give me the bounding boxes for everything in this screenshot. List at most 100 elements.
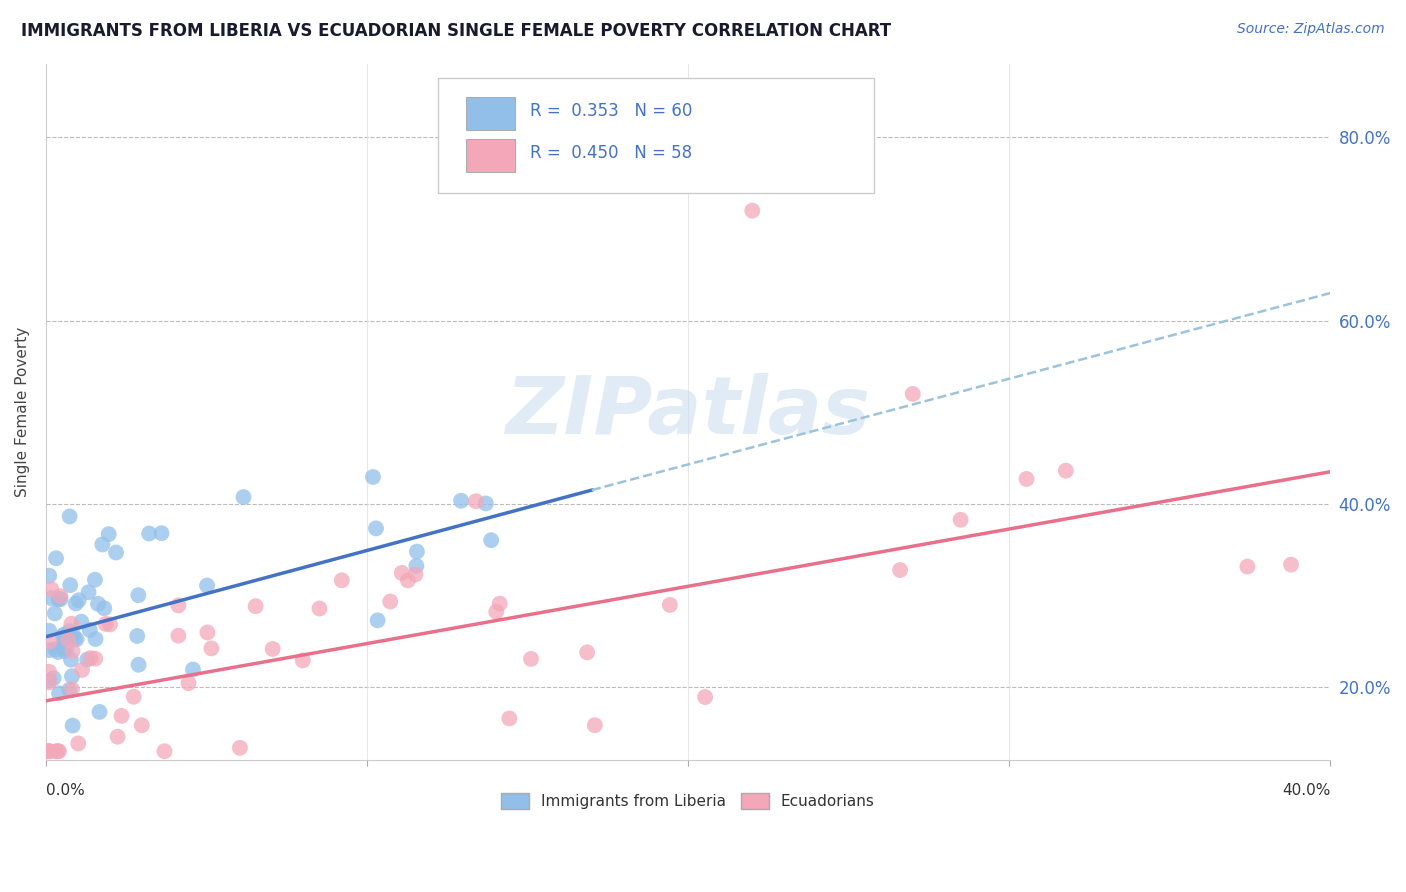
Point (405, 558, 427, 573)
Y-axis label: Single Female Poverty: Single Female Poverty (15, 327, 30, 498)
Point (97, 527, 120, 541)
Point (138, 526, 160, 541)
Point (39, 582, 62, 596)
Point (49, 592, 72, 607)
Point (197, 625, 219, 640)
Point (79, 623, 101, 637)
Point (576, 645, 599, 659)
Point (62, 627, 84, 641)
Point (70, 663, 93, 677)
Point (330, 574, 353, 588)
Text: 0.0%: 0.0% (46, 783, 84, 798)
Point (396, 574, 419, 588)
Point (150, 526, 173, 541)
Point (245, 599, 267, 614)
Point (464, 494, 486, 508)
Point (65, 632, 87, 647)
Text: ZIPatlas: ZIPatlas (506, 373, 870, 451)
Point (49, 589, 72, 603)
Point (52, 628, 75, 642)
Point (1015, 472, 1038, 486)
Point (45, 744, 67, 758)
Point (55, 641, 77, 656)
Point (488, 597, 510, 611)
Point (52, 640, 75, 654)
Point (229, 740, 252, 755)
Point (38, 675, 60, 690)
Point (58, 682, 80, 697)
Point (67, 593, 90, 607)
Point (367, 613, 389, 627)
Point (693, 690, 716, 704)
Point (91, 537, 114, 551)
Point (62, 718, 84, 732)
Bar (465, 97, 515, 130)
Point (583, 718, 606, 732)
Point (195, 578, 218, 592)
Point (52, 634, 75, 648)
Legend: Immigrants from Liberia, Ecuadorians: Immigrants from Liberia, Ecuadorians (495, 787, 882, 815)
Point (404, 567, 426, 582)
Point (60, 669, 83, 683)
Point (361, 470, 384, 484)
Point (200, 641, 222, 656)
Point (59, 653, 82, 667)
Point (44, 642, 66, 657)
Point (520, 652, 543, 666)
Point (889, 563, 911, 577)
Point (949, 513, 972, 527)
Point (41, 591, 63, 606)
Point (87, 597, 110, 611)
Point (127, 588, 149, 602)
Point (450, 493, 472, 508)
Point (38, 568, 60, 582)
Point (107, 730, 129, 744)
Point (65, 596, 87, 610)
Point (77, 585, 100, 599)
Point (89, 705, 111, 719)
Point (741, 203, 763, 218)
Text: IMMIGRANTS FROM LIBERIA VS ECUADORIAN SINGLE FEMALE POVERTY CORRELATION CHART: IMMIGRANTS FROM LIBERIA VS ECUADORIAN SI… (21, 22, 891, 40)
Point (364, 521, 387, 535)
Point (98, 617, 121, 632)
Point (56, 633, 79, 648)
Point (479, 533, 502, 548)
Point (63, 632, 86, 646)
Point (262, 642, 284, 657)
Point (93, 601, 115, 615)
Point (84, 632, 107, 646)
Point (52, 629, 75, 643)
Point (38, 624, 60, 638)
Point (658, 598, 681, 612)
Point (38, 744, 60, 758)
Point (84, 573, 107, 587)
Point (181, 663, 204, 677)
Point (48, 592, 70, 607)
Point (84, 651, 107, 665)
Point (60, 616, 83, 631)
Point (128, 657, 150, 672)
Point (38, 634, 60, 648)
Point (167, 629, 190, 643)
Point (38, 744, 60, 758)
Point (38, 673, 60, 688)
Point (380, 594, 402, 608)
Point (79, 651, 101, 665)
Point (45, 551, 67, 566)
Point (291, 653, 314, 667)
Point (59, 578, 82, 592)
Point (110, 709, 132, 723)
Point (94, 616, 117, 631)
Point (1054, 464, 1077, 478)
Point (122, 690, 145, 704)
Point (38, 744, 60, 758)
Point (46, 744, 69, 758)
Bar (465, 138, 515, 172)
Text: 40.0%: 40.0% (1282, 783, 1330, 798)
Point (59, 509, 82, 524)
Point (53, 644, 76, 658)
Point (70, 615, 93, 629)
Point (1236, 559, 1258, 574)
Text: Source: ZipAtlas.com: Source: ZipAtlas.com (1237, 22, 1385, 37)
Text: R =  0.450   N = 58: R = 0.450 N = 58 (530, 145, 692, 162)
